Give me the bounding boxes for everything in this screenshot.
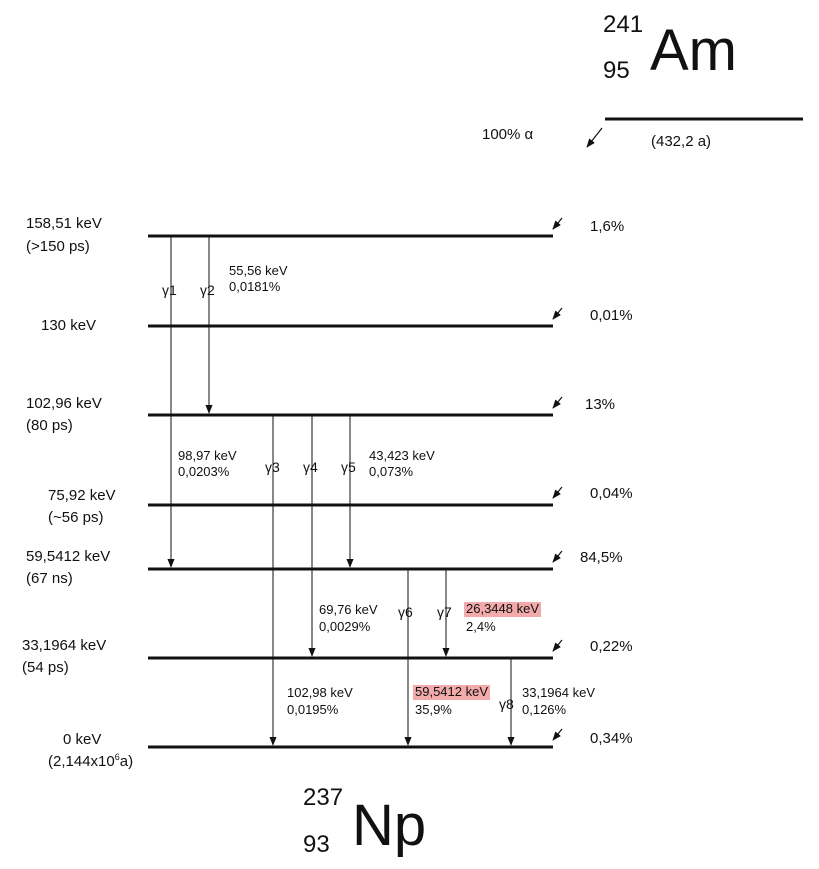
feed-percent-130: 0,01% [590,307,633,324]
level-energy-59: 59,5412 keV [26,548,111,565]
gamma-label-8: γ8 [499,696,514,712]
daughter-element-symbol: Np [352,793,427,858]
gamma-energy-3: 102,98 keV [287,685,353,700]
gamma-intensity-3: 0,0195% [287,702,339,717]
level-energy-103: 102,96 keV [26,395,102,412]
gamma-energy-8: 33,1964 keV [522,685,596,700]
gamma-energy-4: 69,76 keV [319,602,378,617]
parent-mass-number: 241 [603,11,644,38]
level-energy-130: 130 keV [41,317,97,334]
feed-percent-158: 1,6% [590,218,625,235]
gamma-intensity-7: 2,4% [466,619,496,634]
parent-element-symbol: Am [650,18,737,83]
feed-arrow-33 [552,639,563,652]
gamma-label-2: γ2 [200,282,215,298]
gamma-intensity-2: 0,0181% [229,279,281,294]
gamma-intensity-1: 0,0203% [178,464,230,479]
feed-percent-0: 0,34% [590,730,633,747]
gamma-label-6: γ6 [398,604,413,620]
gamma-energy-5: 43,423 keV [369,448,435,463]
level-energy-0: 0 keV [63,731,102,748]
level-life-0-exponent: 6 [114,752,120,762]
parent-half-life: (432,2 a) [651,133,712,150]
level-life-158: (>150 ps) [26,238,90,255]
feed-arrow-0 [552,728,563,741]
feed-arrow-59 [552,550,563,563]
level-life-103: (80 ps) [26,417,73,434]
feed-percent-33: 0,22% [590,638,633,655]
feed-arrow-103 [552,396,563,409]
level-energy-76: 75,92 keV [48,487,116,504]
level-life-0: (2,144x106a) [48,752,133,770]
level-life-76: (~56 ps) [48,509,104,526]
gamma-intensity-8: 0,126% [522,702,567,717]
daughter-mass-number: 237 [303,784,344,811]
gamma-label-1: γ1 [162,282,177,298]
daughter-atomic-number: 93 [303,831,330,858]
level-energy-33: 33,1964 keV [22,637,107,654]
feed-arrow-130 [552,307,563,320]
parent-atomic-number: 95 [603,57,630,84]
gamma-energy-6: 59,5412 keV [413,684,491,700]
level-energy-158: 158,51 keV [26,215,102,232]
level-life-59: (67 ns) [26,570,73,587]
alpha-branch-label: 100% α [482,126,534,143]
level-life-0-end: a) [119,753,134,770]
gamma-label-7: γ7 [437,604,452,620]
gamma-intensity-5: 0,073% [369,464,414,479]
feed-arrow-76 [552,486,563,499]
level-life-33: (54 ps) [22,659,69,676]
gamma-energy-7: 26,3448 keV [464,601,542,617]
gamma-label-4: γ4 [303,459,318,475]
feed-arrow-158 [552,217,563,230]
feed-percent-76: 0,04% [590,485,633,502]
gamma-intensity-6: 35,9% [415,702,452,717]
feed-percent-103: 13% [585,396,616,413]
level-life-0-base: (2,144x10 [48,753,115,770]
gamma-intensity-4: 0,0029% [319,619,371,634]
gamma-energy-2: 55,56 keV [229,263,288,278]
gamma-label-3: γ3 [265,459,280,475]
gamma-label-5: γ5 [341,459,356,475]
gamma-energy-1: 98,97 keV [178,448,237,463]
alpha-decay-arrow [586,127,603,148]
feed-percent-59: 84,5% [580,549,623,566]
